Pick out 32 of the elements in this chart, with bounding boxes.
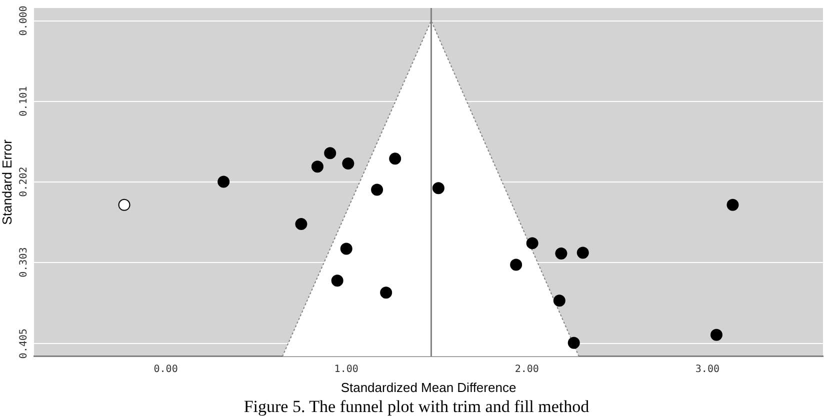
x-tick-label: 1.00 <box>334 364 358 375</box>
x-tick-label: 3.00 <box>695 364 720 375</box>
point <box>371 184 384 196</box>
y-tick-label: 0.000 <box>18 6 30 36</box>
y-axis-title: Standard Error <box>0 138 14 225</box>
point <box>568 336 580 349</box>
point <box>295 218 308 230</box>
x-tick-label: 0.00 <box>154 364 178 375</box>
caption: Figure 5. The funnel plot with trim and fill method <box>242 397 590 417</box>
point <box>389 152 402 165</box>
point <box>342 157 354 170</box>
point <box>726 198 739 211</box>
point <box>118 198 130 211</box>
point <box>510 258 522 271</box>
y-tick-label: 0.303 <box>18 247 30 278</box>
x-axis-title: Standardized Mean Difference <box>340 380 516 395</box>
point <box>311 160 324 173</box>
point <box>331 274 344 287</box>
point <box>710 328 722 341</box>
y-tick-label: 0.202 <box>18 166 30 197</box>
y-tick-label: 0.101 <box>18 86 30 116</box>
point <box>380 286 392 299</box>
y-tick-label: 0.405 <box>18 328 30 359</box>
point <box>553 294 566 307</box>
point <box>576 246 589 259</box>
point <box>432 182 444 194</box>
point <box>218 176 230 188</box>
point <box>324 147 336 160</box>
point <box>340 242 352 255</box>
x-tick-label: 2.00 <box>514 364 539 375</box>
point <box>555 248 568 260</box>
point <box>526 237 538 250</box>
